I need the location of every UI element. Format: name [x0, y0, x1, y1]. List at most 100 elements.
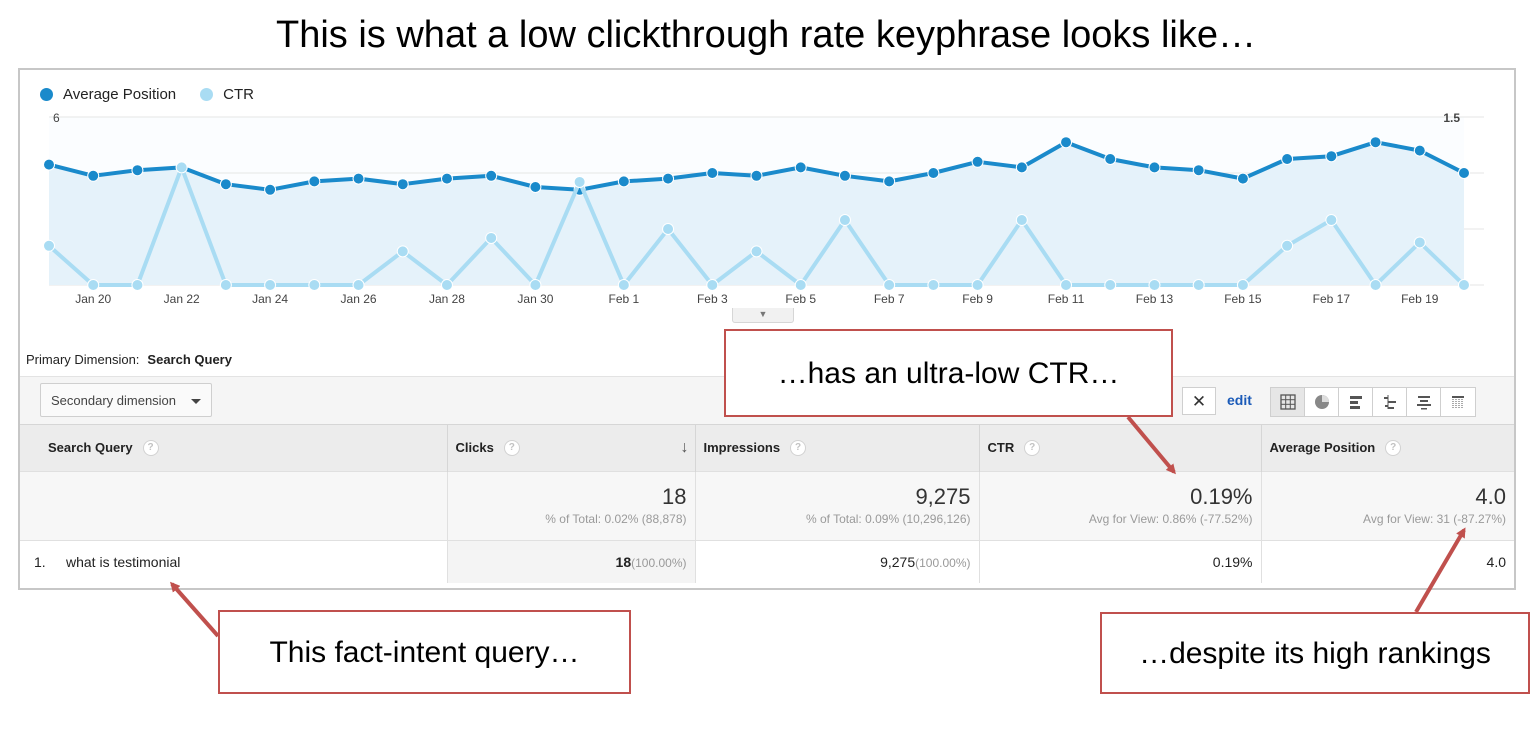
col-header-ctr[interactable]: CTR? [978, 424, 1261, 472]
data-point-average-position [219, 178, 232, 191]
table-header-row: Search Query? Clicks? ↓ Impressions? CTR?… [20, 424, 1514, 472]
chart-collapse-handle[interactable]: ▼ [732, 308, 794, 323]
legend-item-ctr[interactable]: CTR [200, 86, 254, 103]
x-tick-label: Feb 13 [1136, 292, 1174, 306]
data-point-ctr [43, 239, 55, 252]
arrow-query [170, 581, 220, 638]
data-point-ctr [573, 175, 586, 188]
view-switcher [1270, 387, 1476, 417]
data-point-average-position [1060, 136, 1073, 149]
legend-item-average-position[interactable]: Average Position [40, 86, 176, 103]
ctr-cell: 0.19% [978, 540, 1261, 583]
col-header-label: Average Position [1269, 439, 1376, 455]
secondary-dimension-dropdown[interactable]: Secondary dimension [40, 383, 212, 417]
x-tick-label: Feb 11 [1048, 292, 1085, 306]
data-point-average-position [883, 175, 896, 188]
totals-avg-position-value: 4.0 [1475, 484, 1506, 509]
data-point-average-position [1192, 164, 1205, 177]
data-point-average-position [1325, 150, 1338, 163]
pie-view-icon[interactable] [1305, 388, 1339, 416]
data-point-ctr [485, 231, 498, 244]
data-point-ctr [87, 279, 100, 291]
data-point-ctr [927, 279, 940, 291]
data-point-average-position [794, 161, 807, 174]
x-tick-label: Feb 7 [874, 292, 905, 306]
data-point-average-position [264, 183, 277, 196]
totals-impressions-sub: % of Total: 0.09% (10,296,126) [805, 512, 971, 526]
y-left-tick-label: 6 [53, 111, 60, 125]
x-tick-label: Feb 1 [609, 292, 640, 306]
help-icon[interactable]: ? [790, 440, 807, 457]
data-point-average-position [396, 178, 409, 191]
x-tick-label: Feb 3 [697, 292, 728, 306]
query-link[interactable]: what is testimonial [66, 554, 181, 570]
clear-search-button[interactable]: ✕ [1182, 387, 1216, 415]
col-header-search-query[interactable]: Search Query? [20, 424, 447, 472]
data-point-average-position [485, 169, 498, 182]
data-point-ctr [794, 279, 807, 291]
legend-dot-ctr [200, 88, 214, 101]
data-point-ctr [1325, 214, 1338, 227]
chart-legend: Average Position CTR [40, 86, 254, 103]
x-tick-label: Jan 22 [164, 292, 200, 306]
avg-position-cell: 4.0 [1260, 540, 1514, 583]
help-icon[interactable]: ? [503, 440, 520, 457]
data-point-average-position [1281, 153, 1294, 165]
comparison-view-icon[interactable] [1373, 388, 1407, 416]
table-row: 1. what is testimonial 18(100.00%) 9,275(… [20, 540, 1514, 583]
data-point-ctr [1015, 214, 1028, 227]
data-point-average-position [1236, 172, 1249, 185]
x-tick-label: Feb 5 [785, 292, 816, 306]
data-point-ctr [352, 279, 365, 291]
col-header-label: CTR [987, 439, 1015, 455]
col-header-average-position[interactable]: Average Position? [1260, 424, 1514, 472]
y-right-tick-label: 1.5 [1443, 111, 1460, 125]
callout-ctr: …has an ultra-low CTR… [724, 329, 1173, 417]
data-point-average-position [529, 181, 542, 193]
avg-position-value: 4.0 [1486, 554, 1506, 570]
col-header-label: Impressions [703, 439, 781, 455]
legend-dot-average-position [40, 88, 53, 101]
data-point-ctr [883, 279, 896, 291]
help-icon[interactable]: ? [1024, 440, 1041, 457]
totals-row: 18 % of Total: 0.02% (88,878) 9,275 % of T… [20, 471, 1514, 541]
dropdown-caret-icon [191, 399, 201, 404]
impressions-value: 9,275 [880, 554, 916, 570]
totals-ctr-value: 0.19% [1190, 484, 1253, 509]
secondary-dimension-label: Secondary dimension [51, 393, 177, 408]
totals-clicks-cell: 18 % of Total: 0.02% (88,878) [446, 471, 695, 541]
data-point-ctr [264, 279, 277, 291]
sort-down-arrow-icon[interactable]: ↓ [680, 439, 689, 456]
totals-avg-position-cell: 4.0 Avg for View: 31 (-87.27%) [1260, 471, 1514, 541]
legend-label: CTR [223, 86, 254, 103]
term-cloud-view-icon[interactable] [1407, 388, 1441, 416]
table-view-icon[interactable] [1271, 388, 1305, 416]
data-point-ctr [308, 279, 321, 291]
x-tick-label: Jan 20 [75, 292, 111, 306]
data-point-ctr [1281, 239, 1294, 252]
col-header-clicks[interactable]: Clicks? ↓ [446, 424, 695, 472]
x-tick-label: Feb 19 [1401, 292, 1439, 306]
totals-ctr-sub: Avg for View: 0.86% (-77.52%) [1088, 512, 1253, 526]
totals-impressions-cell: 9,275 % of Total: 0.09% (10,296,126) [694, 471, 979, 541]
data-point-ctr [175, 161, 188, 174]
data-point-ctr [750, 245, 763, 258]
data-point-ctr [219, 279, 232, 291]
data-point-average-position [1369, 136, 1382, 149]
x-tick-label: Feb 9 [962, 292, 993, 306]
bar-view-icon[interactable] [1339, 388, 1373, 416]
data-point-ctr [706, 279, 719, 291]
pivot-view-icon[interactable] [1441, 388, 1475, 416]
data-point-average-position [87, 169, 100, 182]
help-icon[interactable]: ? [142, 440, 159, 457]
primary-dimension-value[interactable]: Search Query [147, 352, 232, 367]
edit-link[interactable]: edit [1227, 392, 1252, 408]
query-cell: 1. what is testimonial [20, 540, 447, 583]
col-header-impressions[interactable]: Impressions? [694, 424, 979, 472]
callout-query: This fact-intent query… [218, 610, 631, 694]
data-point-ctr [1060, 279, 1073, 291]
totals-impressions-value: 9,275 [915, 484, 971, 509]
x-tick-label: Jan 26 [341, 292, 377, 306]
help-icon[interactable]: ? [1385, 440, 1402, 457]
